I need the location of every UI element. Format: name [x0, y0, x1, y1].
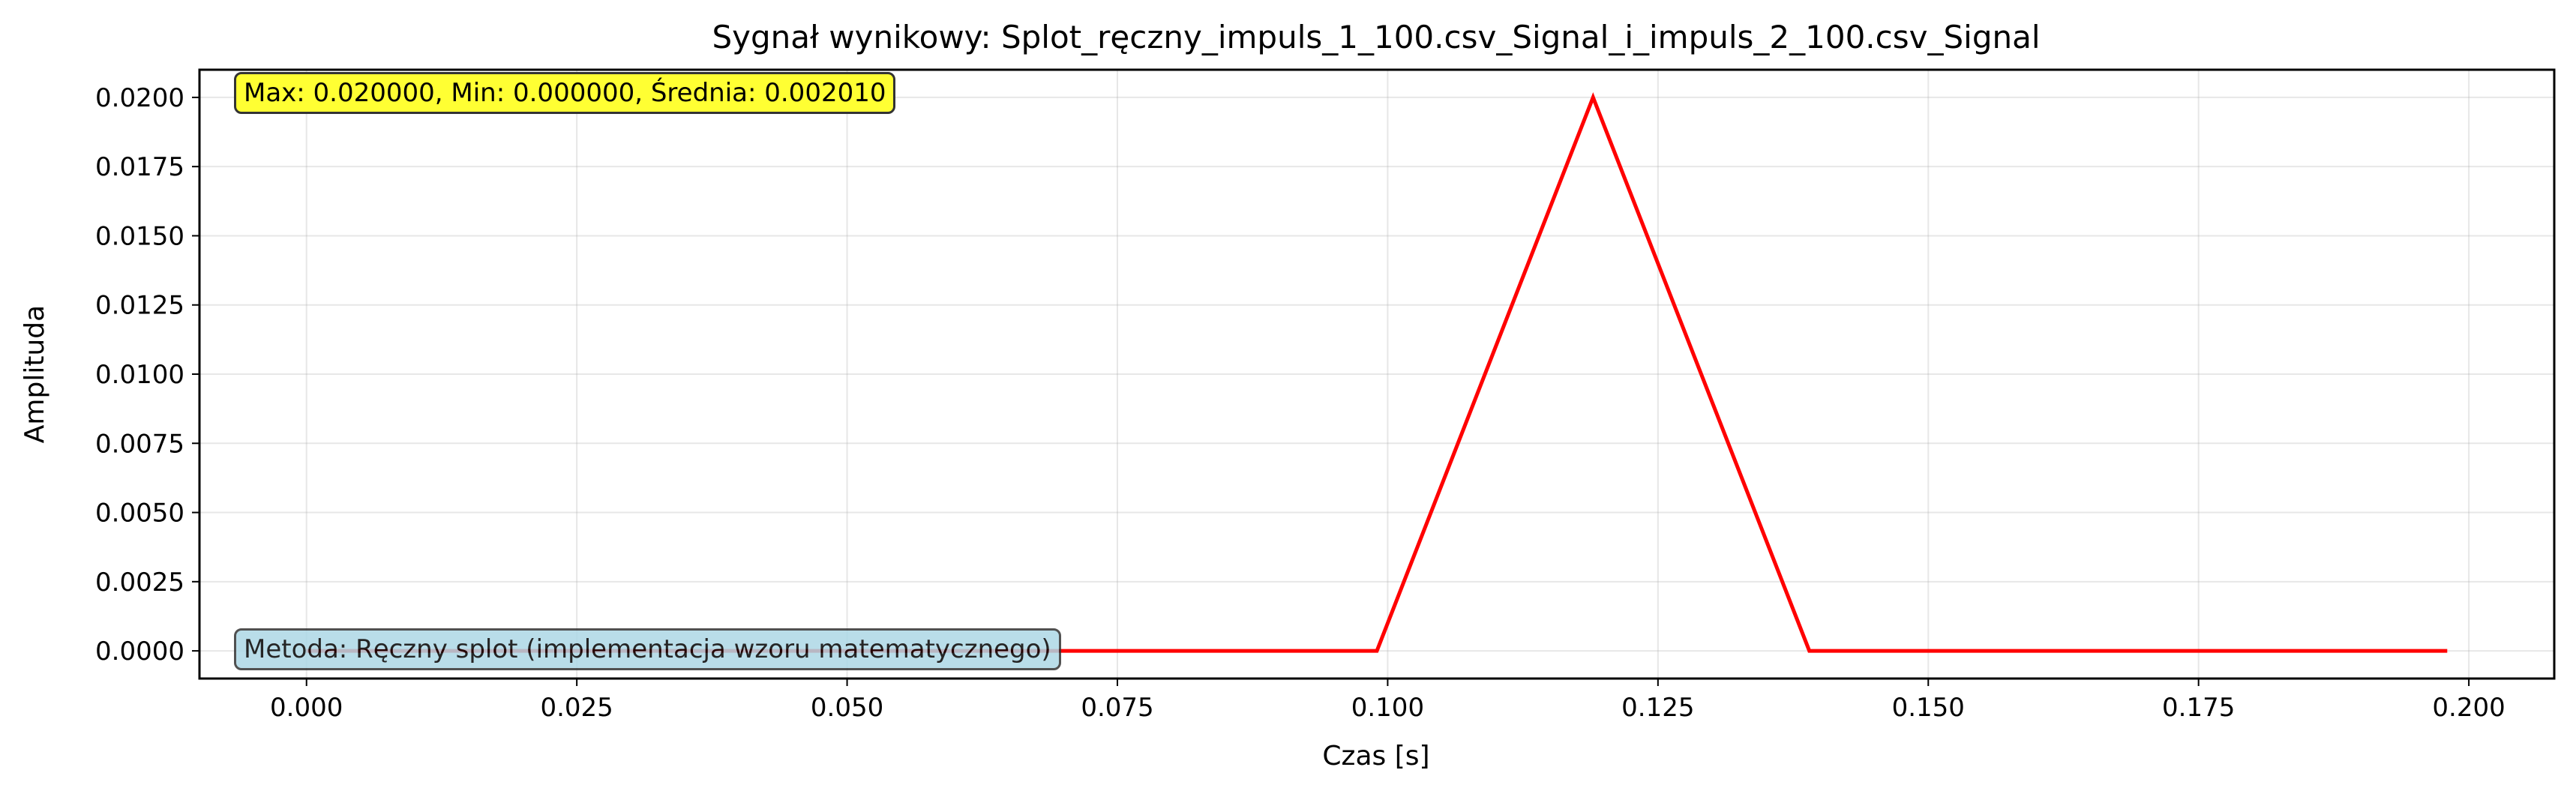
y-axis-label: Amplituda	[19, 305, 50, 443]
x-tick-label: 0.075	[1081, 693, 1153, 723]
y-axis-ticks: 0.0000 0.0025 0.0050 0.0075 0.0100 0.0125 0.01…	[95, 83, 199, 667]
x-tick-label: 0.125	[1621, 693, 1694, 723]
x-tick-label: 0.025	[540, 693, 613, 723]
x-tick-label: 0.175	[2162, 693, 2235, 723]
y-tick-label: 0.0175	[95, 152, 184, 182]
grid	[199, 70, 2554, 679]
y-tick-label: 0.0100	[95, 360, 184, 390]
x-tick-label: 0.200	[2432, 693, 2505, 723]
x-tick-label: 0.100	[1351, 693, 1424, 723]
x-axis-label: Czas [s]	[1322, 741, 1429, 772]
y-tick-label: 0.0075	[95, 429, 184, 459]
y-tick-label: 0.0200	[95, 83, 184, 113]
y-tick-label: 0.0125	[95, 291, 184, 321]
y-tick-label: 0.0150	[95, 221, 184, 251]
y-tick-label: 0.0050	[95, 499, 184, 529]
x-tick-label: 0.150	[1892, 693, 1965, 723]
x-tick-label: 0.000	[270, 693, 343, 723]
x-tick-label: 0.050	[811, 693, 883, 723]
y-tick-label: 0.0025	[95, 568, 184, 598]
method-annotation: Metoda: Ręczny splot (implementacja wzor…	[234, 628, 1061, 670]
stats-annotation: Max: 0.020000, Min: 0.000000, Średnia: 0…	[234, 72, 896, 114]
chart-title: Sygnał wynikowy: Splot_ręczny_impuls_1_1…	[712, 19, 2040, 55]
x-axis-ticks: 0.000 0.025 0.050 0.075 0.100 0.125 0.150 0.175…	[270, 679, 2506, 723]
y-tick-label: 0.0000	[95, 637, 184, 667]
